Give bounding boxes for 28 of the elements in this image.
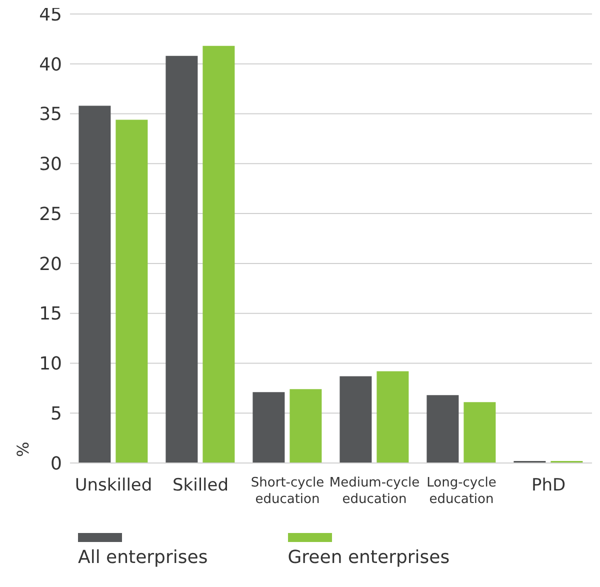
y-tick-label: 35 — [39, 104, 62, 126]
y-tick-label: 0 — [50, 453, 62, 474]
bar — [376, 371, 409, 463]
bar — [166, 56, 198, 463]
y-tick-label: 15 — [39, 304, 62, 325]
y-tick-label: 5 — [50, 404, 62, 424]
bar — [202, 46, 235, 463]
bar — [464, 402, 496, 463]
bar — [426, 395, 459, 463]
y-tick-label: 40 — [39, 54, 62, 76]
x-tick-label: Medium-cycle education — [329, 476, 420, 507]
y-tick-label: 25 — [39, 204, 62, 225]
x-tick-label: Skilled — [172, 475, 229, 496]
y-tick-label: 10 — [39, 354, 62, 375]
legend-label: Green enterprises — [288, 547, 450, 568]
legend-label: All enterprises — [78, 547, 208, 568]
x-tick-label: PhD — [531, 475, 566, 496]
y-tick-label: 20 — [39, 254, 62, 275]
bar — [340, 376, 372, 463]
bar — [252, 392, 285, 463]
x-tick-label: Long-cycle education — [426, 476, 496, 507]
bar — [290, 389, 322, 463]
bar — [116, 120, 148, 463]
bar — [78, 106, 111, 463]
x-tick-label: Unskilled — [74, 475, 152, 496]
x-tick-label: Short-cycle education — [250, 476, 324, 507]
y-axis-title: % — [13, 442, 32, 457]
y-tick-label: 30 — [39, 154, 62, 176]
